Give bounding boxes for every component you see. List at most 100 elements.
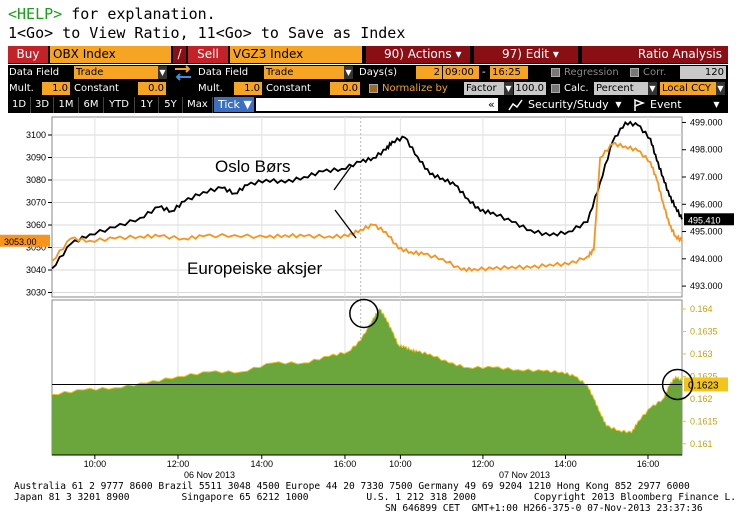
annotation-oslo-bors: Oslo Børs — [215, 157, 291, 176]
current-right-badge — [684, 213, 734, 226]
time-end-input[interactable]: 16:25 — [490, 66, 528, 79]
current-left-badge — [0, 234, 50, 247]
x-tick-label: 10:00 — [389, 459, 412, 469]
left-tick-label: 3060 — [26, 220, 46, 230]
date-label-day2: 07 Nov 2013 — [499, 470, 550, 480]
sell-button[interactable]: Sell — [188, 46, 228, 63]
data-field2-label: Data Field — [198, 67, 249, 78]
chevron-down-icon[interactable]: ▼ — [648, 82, 657, 95]
right-tick-label: 495.000 — [690, 227, 723, 237]
lower-right-tick-label: 0.1625 — [690, 371, 718, 381]
constant2-input[interactable]: 0.0 — [330, 82, 360, 95]
security1-field[interactable]: OBX Index — [50, 46, 171, 63]
range-input-bar[interactable] — [256, 98, 498, 111]
range-6m[interactable]: 6M — [79, 97, 104, 113]
time-separator: - — [482, 67, 486, 78]
chevron-down-icon[interactable]: ▼ — [712, 98, 721, 111]
edit-menu[interactable]: 97) Edit ▾ — [474, 46, 578, 63]
mult-input[interactable]: 1.0 — [42, 82, 70, 95]
normalize-label: Normalize by — [382, 83, 448, 94]
command-line: 1<Go> to View Ratio, 11<Go> to Save as I… — [8, 24, 406, 42]
constant2-label: Constant — [266, 83, 311, 94]
regression-label: Regression — [564, 67, 619, 78]
right-tick-label: 493.000 — [690, 281, 723, 291]
corr-checkbox[interactable] — [630, 68, 639, 77]
chevron-down-icon: ▾ — [455, 47, 462, 61]
x-tick-label: 14:00 — [554, 459, 577, 469]
chevron-down-icon[interactable]: ▼ — [716, 82, 725, 95]
left-tick-label: 3090 — [26, 153, 46, 163]
range-1d[interactable]: 1D — [8, 97, 31, 113]
left-tick-label: 3070 — [26, 198, 46, 208]
range-1y[interactable]: 1Y — [135, 97, 159, 113]
chevron-down-icon[interactable]: ▼ — [158, 66, 167, 79]
collapse-icon[interactable]: « — [488, 98, 495, 111]
corr-input[interactable]: 120 — [680, 66, 726, 79]
chevron-down-icon[interactable]: ▼ — [504, 82, 513, 95]
lower-right-tick-label: 0.161 — [690, 439, 713, 449]
current-ratio-badge — [684, 377, 728, 392]
range-bar: 1D 3D 1M 6M YTD 1Y 5Y Max Tick ▼ « Secur… — [8, 97, 728, 113]
ratio-edge-line — [51, 308, 683, 434]
corr-label: Corr. — [643, 67, 667, 78]
range-1m[interactable]: 1M — [54, 97, 79, 113]
multiplier-row: Mult. 1.0 Constant 0.0 Mult. 1.0 Constan… — [8, 81, 728, 97]
x-tick-label: 16:00 — [637, 459, 660, 469]
security2-field[interactable]: VGZ3 Index — [230, 46, 362, 63]
currency-select[interactable]: Local CCY — [660, 82, 716, 95]
lower-right-tick-label: 0.163 — [690, 349, 713, 359]
x-tick-label: 12:00 — [167, 459, 190, 469]
data-field2-select[interactable]: Trade — [264, 66, 344, 79]
current-right-value: 495.410 — [688, 215, 721, 225]
buy-button[interactable]: Buy — [8, 46, 48, 63]
tick-select[interactable]: Tick ▼ — [214, 97, 254, 112]
x-tick-label: 14:00 — [251, 459, 274, 469]
days-input[interactable]: 2 — [416, 66, 442, 79]
range-5y[interactable]: 5Y — [159, 97, 183, 113]
tick-label: Tick — [218, 98, 240, 111]
current-ratio-value: 0.1623 — [688, 380, 719, 391]
chevron-down-icon: ▾ — [552, 47, 559, 61]
data-field-select[interactable]: Trade — [74, 66, 158, 79]
chevron-down-icon[interactable]: ▼ — [344, 66, 353, 79]
security-study-button[interactable]: Security/Study — [528, 98, 609, 111]
lower-right-tick-label: 0.1635 — [690, 326, 718, 336]
factor-input[interactable]: 100.0 — [514, 82, 546, 95]
calc-checkbox[interactable] — [551, 84, 560, 93]
line-chart-icon[interactable] — [508, 98, 524, 112]
highlight-circle-peak — [349, 298, 379, 329]
chevron-down-icon[interactable]: ▼ — [614, 98, 623, 111]
left-tick-label: 3080 — [26, 175, 46, 185]
range-3d[interactable]: 3D — [31, 97, 54, 113]
constant-label: Constant — [74, 83, 119, 94]
ratio-area — [52, 309, 682, 455]
ratio-chart[interactable]: 3030 3040 3050 3060 3070 3080 3090 3100 493.000 4… — [0, 113, 736, 481]
footer-contacts-2: Japan 81 3 3201 8900 Singapore 65 6212 1… — [14, 492, 736, 503]
data-field-row: Data Field Trade ▼ Data Field Trade ▼ Da… — [8, 65, 728, 81]
help-key[interactable]: <HELP> — [8, 5, 63, 23]
actions-menu[interactable]: 90) Actions ▾ — [366, 46, 470, 63]
swap-icon[interactable] — [172, 65, 194, 81]
regression-checkbox[interactable] — [551, 68, 560, 77]
days-label: Days(s) — [359, 67, 397, 78]
right-tick-label: 497.000 — [690, 172, 723, 182]
time-start-input[interactable]: 09:00 — [443, 66, 479, 79]
data-field-label: Data Field — [9, 67, 60, 78]
calc-select[interactable]: Percent — [594, 82, 648, 95]
range-ytd[interactable]: YTD — [104, 97, 135, 113]
series-line-vgz — [51, 141, 683, 273]
annotation-europeiske-aksjer: Europeiske aksjer — [187, 259, 322, 278]
event-icon[interactable] — [632, 98, 646, 112]
x-tick-label: 12:00 — [472, 459, 495, 469]
mult2-input[interactable]: 1.0 — [234, 82, 262, 95]
annotation-arrow-oslo — [333, 164, 353, 191]
date-label-day1: 06 Nov 2013 — [184, 470, 235, 480]
footer-contacts-1: Australia 61 2 9777 8600 Brazil 5511 304… — [14, 481, 690, 492]
current-left-value: 3053.00 — [4, 237, 37, 247]
normalize-checkbox[interactable] — [369, 84, 378, 93]
constant-input[interactable]: 0.0 — [138, 82, 166, 95]
factor-select[interactable]: Factor — [464, 82, 504, 95]
range-max[interactable]: Max — [183, 97, 213, 113]
mult-label: Mult. — [9, 83, 34, 94]
event-button[interactable]: Event — [650, 98, 682, 111]
